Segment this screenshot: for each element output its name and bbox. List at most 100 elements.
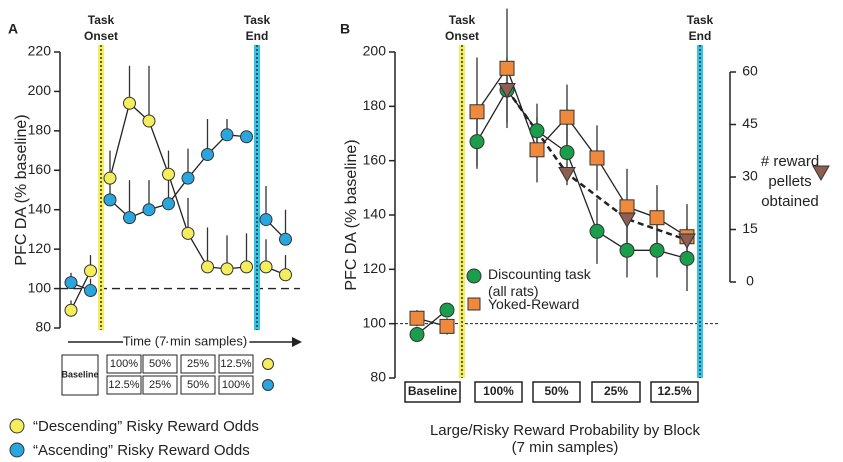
y2-axis-label: # reward pellets obtained: [760, 153, 820, 210]
x-axis-label: (7 min samples): [512, 439, 619, 456]
series-line: [476, 88, 688, 260]
marker: [499, 60, 515, 76]
block-label: Baseline: [61, 369, 98, 379]
task-onset-strip: [98, 45, 104, 330]
y-tick-label: 80: [370, 369, 386, 385]
marker: [559, 145, 575, 161]
block-label: 25%: [149, 379, 171, 391]
y-axis-label: PFC DA (% baseline): [343, 139, 360, 290]
marker: [240, 130, 253, 144]
marker: [439, 302, 455, 318]
block-box: [180, 375, 216, 395]
block-label: 100%: [110, 358, 138, 370]
block-box: [142, 354, 178, 374]
task-end-label: Task: [687, 13, 714, 27]
marker: [123, 96, 136, 110]
time-arrowhead: [292, 337, 302, 347]
marker: [220, 128, 234, 142]
panel-label: B: [340, 21, 350, 37]
marker: [619, 242, 635, 258]
marker: [201, 260, 214, 274]
panel-label: A: [8, 21, 18, 37]
block-box: [106, 354, 142, 374]
y-tick-label: 100: [28, 279, 52, 295]
marker: [469, 104, 485, 120]
block-box: [61, 354, 99, 396]
y-tick-label: 160: [363, 151, 387, 167]
legend-marker: [466, 268, 482, 284]
y-tick-label: 180: [28, 122, 52, 138]
marker: [409, 327, 425, 343]
y-tick-label: 80: [35, 319, 51, 335]
y-tick-label: 120: [28, 240, 52, 256]
legend-label: Yoked-Reward: [488, 296, 580, 312]
block-label: 25%: [187, 358, 209, 370]
marker: [409, 310, 425, 326]
marker: [84, 264, 97, 278]
marker: [220, 262, 234, 276]
task-end-label: Task: [244, 13, 271, 27]
block-box: [142, 375, 178, 395]
series-line: [109, 102, 247, 270]
y2-tick-label: 45: [742, 115, 758, 131]
block-box: [218, 354, 254, 374]
marker: [498, 83, 516, 99]
block-label: 12.5%: [220, 358, 251, 370]
marker: [181, 171, 195, 185]
marker: [618, 212, 636, 229]
y2-tick-label: 60: [742, 63, 758, 79]
legend-marker: [9, 418, 25, 434]
marker: [84, 284, 97, 298]
block-label: 12.5%: [657, 384, 691, 398]
marker: [142, 203, 156, 217]
y-tick-label: 140: [28, 200, 52, 216]
marker: [559, 109, 575, 125]
marker: [279, 232, 292, 246]
marker: [649, 242, 665, 258]
block-label: 25%: [604, 384, 628, 398]
y-tick-label: 100: [363, 314, 387, 330]
block-label: 100%: [483, 384, 514, 398]
x-axis-label: Large/Risky Reward Probability by Block: [430, 422, 701, 439]
task-onset-label: Onset: [84, 29, 118, 43]
block-box: [404, 381, 461, 403]
block-label: 12.5%: [108, 379, 139, 391]
y-tick-label: 180: [363, 97, 387, 113]
marker: [589, 223, 605, 239]
marker: [259, 260, 273, 274]
block-label: 50%: [544, 384, 568, 398]
marker: [162, 197, 175, 211]
marker: [529, 142, 545, 158]
block-row-key: [262, 358, 274, 370]
legend-label: “Ascending” Risky Reward Odds: [33, 442, 250, 459]
y2-tick-label: 15: [742, 220, 758, 236]
series-line: [70, 270, 92, 311]
task-onset-strip: [459, 45, 465, 378]
block-box: [650, 381, 699, 403]
block-box: [474, 381, 523, 403]
block-box: [532, 381, 581, 403]
marker: [142, 114, 156, 128]
task-end-label: End: [689, 29, 712, 43]
block-box: [591, 381, 641, 403]
marker: [64, 276, 78, 290]
marker: [529, 123, 545, 139]
x-axis-label: Time (7 min samples): [123, 333, 247, 348]
task-onset-label: Onset: [445, 29, 479, 43]
marker: [181, 226, 195, 240]
block-box: [218, 375, 254, 395]
marker: [201, 148, 214, 162]
marker: [64, 303, 78, 317]
marker: [279, 268, 292, 282]
marker: [678, 233, 696, 250]
legend-label: Discounting task (all rats): [488, 266, 591, 299]
marker: [103, 171, 117, 185]
block-label: 50%: [149, 358, 171, 370]
legend-label: “Descending” Risky Reward Odds: [33, 418, 259, 435]
marker: [649, 210, 665, 226]
task-end-label: End: [246, 29, 269, 43]
task-end-strip: [254, 45, 260, 330]
y-tick-label: 140: [363, 206, 387, 222]
marker: [162, 167, 175, 181]
